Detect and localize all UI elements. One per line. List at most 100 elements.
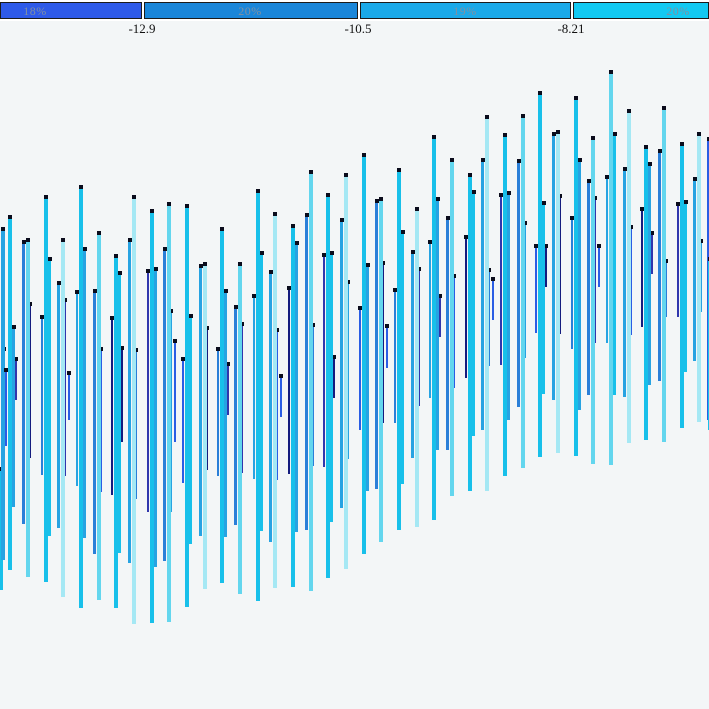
- stem-mark: [199, 267, 202, 536]
- stem-top-marker: [322, 253, 326, 257]
- stem-mark: [630, 228, 632, 335]
- stem-mark: [147, 272, 149, 512]
- stem-mark: [93, 292, 96, 554]
- stem-mark: [76, 293, 78, 486]
- stem-top-marker: [14, 357, 18, 361]
- stem-mark: [613, 135, 616, 395]
- stem-top-marker: [385, 324, 389, 328]
- stem-mark: [48, 260, 51, 536]
- stem-top-marker: [544, 244, 548, 248]
- stem-top-marker: [358, 306, 362, 310]
- stem-mark: [182, 360, 184, 483]
- stem-top-marker: [332, 355, 336, 359]
- stem-mark: [524, 224, 526, 358]
- stem-top-marker: [622, 167, 627, 171]
- stem-top-marker: [538, 91, 542, 95]
- stem-top-marker: [311, 323, 315, 327]
- stem-mark: [128, 241, 131, 563]
- stem-mark: [5, 371, 7, 446]
- stem-mark: [521, 117, 525, 468]
- stem-top-marker: [503, 133, 507, 137]
- stem-mark: [677, 205, 679, 317]
- stem-top-marker: [268, 270, 273, 274]
- stem-top-marker: [44, 195, 48, 199]
- stem-top-marker: [79, 185, 83, 189]
- stem-top-marker: [551, 132, 556, 136]
- stem-mark: [309, 173, 313, 591]
- stem-top-marker: [707, 257, 709, 261]
- stem-mark: [100, 350, 102, 492]
- stem-mark: [468, 176, 472, 491]
- stem-mark: [260, 254, 263, 531]
- stem-mark: [465, 238, 467, 378]
- stem-mark: [641, 210, 643, 327]
- stem-top-marker: [252, 294, 256, 298]
- stem-top-marker: [167, 202, 171, 206]
- stem-top-marker: [198, 264, 203, 268]
- stem-top-marker: [445, 216, 450, 220]
- legend-segment-3[interactable]: [360, 2, 571, 19]
- stem-mark: [326, 196, 330, 578]
- stem-top-marker: [597, 244, 601, 248]
- legend-segment-percent-label: 20%: [238, 4, 262, 18]
- stem-top-marker: [676, 202, 680, 206]
- stem-top-marker: [92, 289, 97, 293]
- stem-mark: [665, 262, 667, 317]
- stem-top-marker: [435, 197, 440, 201]
- stem-mark: [684, 203, 687, 372]
- stem-top-marker: [26, 238, 30, 242]
- stem-top-marker: [683, 200, 688, 204]
- stem-top-marker: [680, 142, 684, 146]
- stem-top-marker: [291, 224, 295, 228]
- stem-mark: [273, 215, 277, 588]
- stem-top-marker: [273, 212, 277, 216]
- legend-segment-1[interactable]: [0, 2, 142, 19]
- stem-mark: [700, 242, 702, 312]
- stem-mark: [472, 193, 475, 436]
- stem-mark: [658, 152, 661, 381]
- stem-mark: [397, 171, 401, 530]
- stem-mark: [347, 283, 349, 459]
- stem-mark: [574, 99, 578, 456]
- percentile-colorbar: 18% 20% 19% 20%: [0, 0, 709, 21]
- stem-top-marker: [627, 109, 631, 113]
- stem-top-marker: [516, 159, 521, 163]
- stem-top-marker: [629, 225, 633, 229]
- stem-mark: [453, 277, 455, 388]
- stem-mark: [662, 109, 666, 442]
- stem-mark: [154, 270, 157, 567]
- stem-top-marker: [586, 179, 591, 183]
- stem-top-marker: [432, 135, 436, 139]
- stem-top-marker: [339, 218, 344, 222]
- stem-mark: [450, 161, 454, 496]
- colorbar-tick-label: -8.21: [557, 21, 585, 36]
- stem-top-marker: [173, 339, 177, 343]
- stem-top-marker: [146, 269, 150, 273]
- stem-mark: [323, 256, 325, 467]
- stem-mark: [61, 241, 65, 597]
- stem-mark: [366, 266, 369, 491]
- stem-mark: [556, 133, 560, 453]
- stem-top-marker: [593, 196, 597, 200]
- stem-top-marker: [279, 374, 283, 378]
- stem-top-marker: [480, 158, 485, 162]
- stem-top-marker: [506, 191, 511, 195]
- stem-mark: [693, 180, 696, 361]
- legend-segment-2[interactable]: [144, 2, 358, 19]
- stem-top-marker: [326, 193, 330, 197]
- stem-mark: [697, 135, 701, 422]
- stem-mark: [359, 309, 361, 430]
- stem-top-marker: [21, 240, 26, 244]
- stem-mark: [68, 374, 70, 420]
- stem-mark: [163, 250, 166, 561]
- stem-mark: [97, 234, 101, 600]
- stem-top-marker: [220, 227, 224, 231]
- stem-top-marker: [181, 357, 185, 361]
- stem-top-marker: [605, 175, 609, 179]
- stem-mark: [241, 325, 243, 473]
- stem-top-marker: [415, 207, 419, 211]
- stem-top-marker: [558, 194, 562, 198]
- stem-mark: [644, 148, 648, 440]
